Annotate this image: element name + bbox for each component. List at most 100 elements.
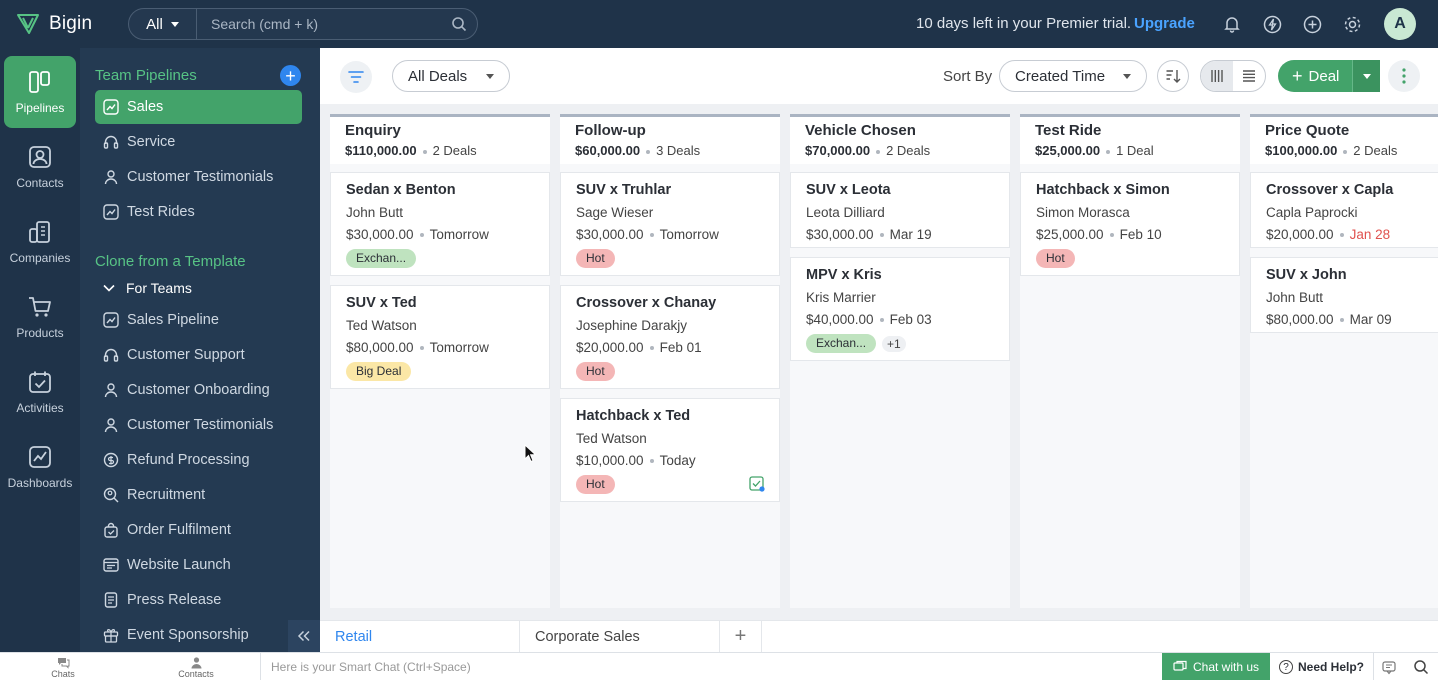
- document-icon: [104, 592, 118, 608]
- need-help-button[interactable]: ? Need Help?: [1270, 653, 1374, 680]
- gear-icon[interactable]: [1342, 14, 1362, 34]
- sidebar-item-customer-testimonials[interactable]: Customer Testimonials: [95, 160, 302, 194]
- deal-card[interactable]: Crossover x Chanay Josephine Darakjy $20…: [560, 285, 780, 389]
- template-item-recruitment[interactable]: Recruitment: [95, 478, 302, 512]
- for-teams-label: For Teams: [126, 280, 192, 296]
- deal-contact[interactable]: Ted Watson: [576, 431, 647, 446]
- list-view-button[interactable]: [1233, 61, 1265, 91]
- add-deal-button: + Deal: [1278, 60, 1380, 92]
- rail-item-pipelines[interactable]: Pipelines: [4, 56, 76, 128]
- template-item-customer-support[interactable]: Customer Support: [95, 338, 302, 372]
- task-check-icon[interactable]: [749, 476, 765, 492]
- bell-icon[interactable]: [1222, 14, 1242, 34]
- search-input[interactable]: [197, 9, 441, 39]
- chat-with-us-button[interactable]: Chat with us: [1162, 653, 1270, 680]
- rail-item-activities[interactable]: Activities: [4, 356, 76, 428]
- smart-chat-input[interactable]: Here is your Smart Chat (Ctrl+Space): [260, 653, 1162, 680]
- app-logo[interactable]: Bigin: [16, 12, 116, 36]
- deal-title[interactable]: Sedan x Benton: [346, 182, 456, 198]
- create-deal-button[interactable]: + Deal: [1278, 60, 1352, 92]
- dollar-icon: [103, 452, 119, 468]
- stage-header[interactable]: Enquiry $110,000.00 2 Deals: [330, 114, 550, 164]
- deal-title[interactable]: SUV x John: [1266, 267, 1347, 283]
- team-pipelines-heading: Team Pipelines: [95, 67, 197, 84]
- stage-header[interactable]: Follow-up $60,000.00 3 Deals: [560, 114, 780, 164]
- template-item-event-sponsorship[interactable]: Event Sponsorship: [95, 618, 302, 652]
- search-icon[interactable]: [1413, 659, 1429, 675]
- kanban-view-button[interactable]: [1201, 61, 1233, 91]
- deal-title[interactable]: Crossover x Chanay: [576, 295, 717, 311]
- more-tags-badge[interactable]: +1: [882, 335, 906, 352]
- sidebar-item-service[interactable]: Service: [95, 125, 302, 159]
- deal-title[interactable]: SUV x Truhlar: [576, 182, 672, 198]
- template-item-refund-processing[interactable]: Refund Processing: [95, 443, 302, 477]
- stage-header[interactable]: Price Quote $100,000.00 2 Deals: [1250, 114, 1438, 164]
- template-item-customer-onboarding[interactable]: Customer Onboarding: [95, 373, 302, 407]
- add-pipeline-button[interactable]: +: [280, 65, 301, 86]
- sidebar-item-sales[interactable]: Sales: [95, 90, 302, 124]
- deal-title[interactable]: Hatchback x Ted: [576, 408, 691, 424]
- deal-contact[interactable]: Simon Morasca: [1036, 205, 1130, 220]
- global-search: All: [128, 8, 478, 40]
- deal-title[interactable]: SUV x Ted: [346, 295, 417, 311]
- rail-item-products[interactable]: Products: [4, 281, 76, 353]
- upgrade-link[interactable]: Upgrade: [1134, 15, 1195, 32]
- sidebar-item-test-rides[interactable]: Test Rides: [95, 195, 302, 229]
- sort-dropdown[interactable]: Created Time: [999, 60, 1147, 92]
- tab-retail[interactable]: Retail: [320, 621, 520, 652]
- deal-contact[interactable]: Capla Paprocki: [1266, 205, 1358, 220]
- search-icon[interactable]: [441, 16, 477, 32]
- deal-title[interactable]: Crossover x Capla: [1266, 182, 1394, 198]
- deal-title[interactable]: Hatchback x Simon: [1036, 182, 1170, 198]
- add-tab-button[interactable]: +: [720, 621, 762, 652]
- more-options-button[interactable]: [1388, 60, 1420, 92]
- stage-header[interactable]: Vehicle Chosen $70,000.00 2 Deals: [790, 114, 1010, 164]
- deal-card[interactable]: SUV x Leota Leota Dilliard $30,000.00 Mar…: [790, 172, 1010, 248]
- chats-button[interactable]: Chats: [33, 656, 93, 679]
- add-circle-icon[interactable]: [1302, 14, 1322, 34]
- deal-contact[interactable]: Leota Dilliard: [806, 205, 885, 220]
- deal-card[interactable]: SUV x Ted Ted Watson $80,000.00 Tomorrow …: [330, 285, 550, 389]
- contacts-button[interactable]: Contacts: [166, 656, 226, 679]
- search-scope-dropdown[interactable]: All: [129, 9, 197, 39]
- deal-card[interactable]: Hatchback x Ted Ted Watson $10,000.00 Tod…: [560, 398, 780, 502]
- chat-window-icon: [1173, 660, 1187, 671]
- chevron-down-icon: [170, 21, 179, 27]
- stage-header[interactable]: Test Ride $25,000.00 1 Deal: [1020, 114, 1240, 164]
- lightning-icon[interactable]: [1262, 14, 1282, 34]
- deal-contact[interactable]: Josephine Darakjy: [576, 318, 688, 333]
- deal-amount: $40,000.00: [806, 312, 874, 327]
- deal-card[interactable]: MPV x Kris Kris Marrier $40,000.00 Feb 03…: [790, 257, 1010, 361]
- deal-contact[interactable]: John Butt: [346, 205, 404, 220]
- for-teams-toggle[interactable]: For Teams: [102, 280, 192, 296]
- rail-item-contacts[interactable]: Contacts: [4, 131, 76, 203]
- deal-contact[interactable]: John Butt: [1266, 290, 1324, 305]
- deal-card[interactable]: Sedan x Benton John Butt $30,000.00 Tomor…: [330, 172, 550, 276]
- deal-options-dropdown[interactable]: [1352, 60, 1380, 92]
- deal-title[interactable]: MPV x Kris: [806, 267, 882, 283]
- announcement-icon[interactable]: [1381, 659, 1397, 675]
- deal-card[interactable]: SUV x Truhlar Sage Wieser $30,000.00 Tomo…: [560, 172, 780, 276]
- tab-corporate-sales[interactable]: Corporate Sales: [520, 621, 720, 652]
- avatar[interactable]: A: [1384, 8, 1416, 40]
- user-icon: [104, 170, 118, 185]
- view-dropdown[interactable]: All Deals: [392, 60, 510, 92]
- collapse-sidebar-button[interactable]: [288, 620, 320, 652]
- sort-direction-button[interactable]: [1157, 60, 1189, 92]
- rail-item-dashboards[interactable]: Dashboards: [4, 431, 76, 503]
- deal-contact[interactable]: Ted Watson: [346, 318, 417, 333]
- deal-contact[interactable]: Kris Marrier: [806, 290, 876, 305]
- chevron-down-icon: [1123, 73, 1131, 79]
- filter-button[interactable]: [340, 61, 372, 93]
- rail-item-companies[interactable]: Companies: [4, 206, 76, 278]
- template-item-order-fulfilment[interactable]: Order Fulfilment: [95, 513, 302, 547]
- deal-card[interactable]: Hatchback x Simon Simon Morasca $25,000.…: [1020, 172, 1240, 276]
- deal-card[interactable]: SUV x John John Butt $80,000.00 Mar 09: [1250, 257, 1438, 333]
- template-item-sales-pipeline[interactable]: Sales Pipeline: [95, 303, 302, 337]
- template-item-website-launch[interactable]: Website Launch: [95, 548, 302, 582]
- deal-card[interactable]: Crossover x Capla Capla Paprocki $20,000…: [1250, 172, 1438, 248]
- deal-title[interactable]: SUV x Leota: [806, 182, 891, 198]
- deal-contact[interactable]: Sage Wieser: [576, 205, 654, 220]
- template-item-press-release[interactable]: Press Release: [95, 583, 302, 617]
- template-item-customer-testimonials[interactable]: Customer Testimonials: [95, 408, 302, 442]
